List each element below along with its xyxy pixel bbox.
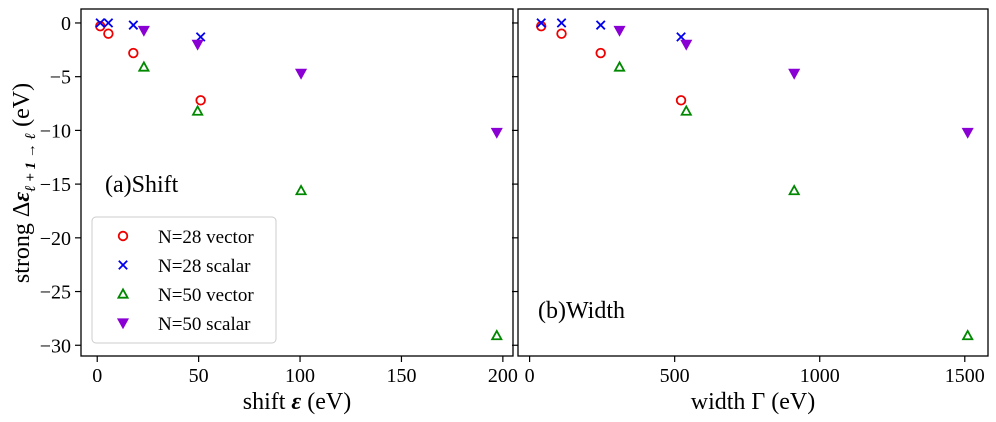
x-tick-label-a-200: 200 — [488, 365, 518, 387]
legend-marker-n-28-vector — [117, 230, 129, 242]
point-b-n-28-vector-2 — [595, 47, 606, 59]
panel-shift-label: (a)Shift — [105, 172, 179, 198]
panel-shift-points — [95, 18, 503, 341]
panel-shift-frame — [80, 8, 514, 357]
panel-shift-ticks: 0 50 100 150 200 0 −5 −10 −15 −20 −25 −30 — [40, 13, 518, 387]
point-b-n-50-scalar-2 — [788, 68, 801, 80]
panel-width-points — [536, 18, 974, 341]
y-axis-label-prefix: strong Δ — [9, 202, 35, 283]
y-axis-label-subscript: ℓ + 1 → ℓ — [23, 133, 39, 192]
y-axis-label-suffix: (eV) — [9, 83, 35, 133]
point-a-n-28-scalar-1 — [103, 18, 114, 28]
point-a-n-50-scalar-2 — [295, 68, 308, 80]
legend-box — [91, 216, 277, 344]
x-tick-label-b-500: 500 — [660, 365, 690, 387]
y-tick-label-a-5: −5 — [50, 67, 71, 89]
legend-marker-n-28-scalar — [118, 260, 128, 270]
point-b-n-28-scalar-3 — [676, 32, 686, 42]
x-axis-label-shift: shift ε (eV) — [243, 389, 351, 415]
point-a-n-50-scalar-0 — [137, 25, 150, 37]
y-tick-label-a-25: −25 — [40, 282, 71, 304]
legend-label-n50-scalar: N=50 scalar — [158, 314, 251, 335]
y-tick-label-a-10: −10 — [40, 120, 71, 142]
y-tick-label-a-30: −30 — [40, 335, 71, 357]
legend-label-n28-vector: N=28 vector — [158, 227, 254, 248]
legend-label-n50-vector: N=50 vector — [158, 285, 254, 306]
x-tick-label-b-0: 0 — [525, 365, 535, 387]
point-a-n-50-vector-0 — [137, 60, 151, 72]
point-b-n-28-vector-3 — [675, 95, 687, 106]
x-axis-label-width: width Γ (eV) — [691, 389, 816, 415]
point-b-n-28-scalar-1 — [556, 18, 567, 28]
x-tick-label-b-1500: 1500 — [945, 365, 985, 387]
point-b-n-50-scalar-1 — [680, 39, 693, 51]
point-b-n-28-scalar-0 — [536, 18, 547, 28]
point-b-n-50-vector-1 — [680, 104, 693, 116]
y-tick-label-a-15: −15 — [40, 174, 71, 196]
point-a-n-50-scalar-3 — [490, 127, 503, 139]
x-axis-label-shift-prefix: shift — [243, 389, 292, 415]
legend-marker-n-50-scalar — [116, 318, 130, 330]
point-b-n-50-vector-0 — [613, 60, 626, 72]
point-a-n-28-scalar-0 — [95, 18, 106, 28]
legend-label-n28-scalar: N=28 scalar — [158, 256, 251, 277]
panel-width-ticks: 0 500 1000 1500 — [512, 22, 985, 387]
point-b-n-50-vector-2 — [788, 184, 801, 196]
point-a-n-50-vector-1 — [191, 104, 204, 116]
point-a-n-50-vector-3 — [490, 329, 503, 341]
y-axis-label: strong Δεℓ + 1 → ℓ (eV) — [9, 83, 39, 283]
x-tick-label-a-100: 100 — [285, 365, 315, 387]
point-a-n-50-vector-2 — [294, 184, 308, 196]
legend-markers — [116, 230, 130, 330]
y-tick-label-a-0: 0 — [61, 13, 71, 35]
x-tick-label-b-1000: 1000 — [800, 365, 840, 387]
point-a-n-28-scalar-3 — [195, 32, 206, 42]
point-b-n-50-vector-3 — [961, 329, 974, 341]
point-b-n-50-scalar-0 — [613, 25, 626, 37]
point-a-n-28-scalar-2 — [128, 20, 139, 30]
point-b-n-28-scalar-2 — [595, 20, 606, 30]
point-b-n-28-vector-1 — [556, 28, 567, 39]
point-a-n-28-vector-2 — [128, 47, 139, 59]
legend: N=28 vector N=28 scalar N=50 vector N=50… — [91, 216, 277, 344]
panel-width-label: (b)Width — [538, 298, 625, 324]
x-axis-label-shift-symbol: ε — [291, 389, 301, 415]
point-a-n-28-vector-1 — [103, 28, 114, 39]
point-b-n-50-scalar-3 — [961, 127, 974, 139]
x-axis-label-shift-suffix: (eV) — [301, 389, 351, 415]
panel-width: 0 500 1000 1500 (b)Width width Γ (eV) — [512, 8, 989, 415]
panel-width-frame — [517, 8, 989, 357]
point-a-n-28-vector-3 — [195, 95, 206, 106]
point-a-n-50-scalar-1 — [191, 39, 204, 51]
x-tick-label-a-50: 50 — [189, 365, 209, 387]
y-tick-label-a-20: −20 — [40, 228, 71, 250]
x-tick-label-a-0: 0 — [92, 365, 102, 387]
y-axis-label-symbol: ε — [9, 192, 35, 202]
x-tick-label-a-150: 150 — [386, 365, 416, 387]
legend-marker-n-50-vector — [116, 287, 130, 299]
